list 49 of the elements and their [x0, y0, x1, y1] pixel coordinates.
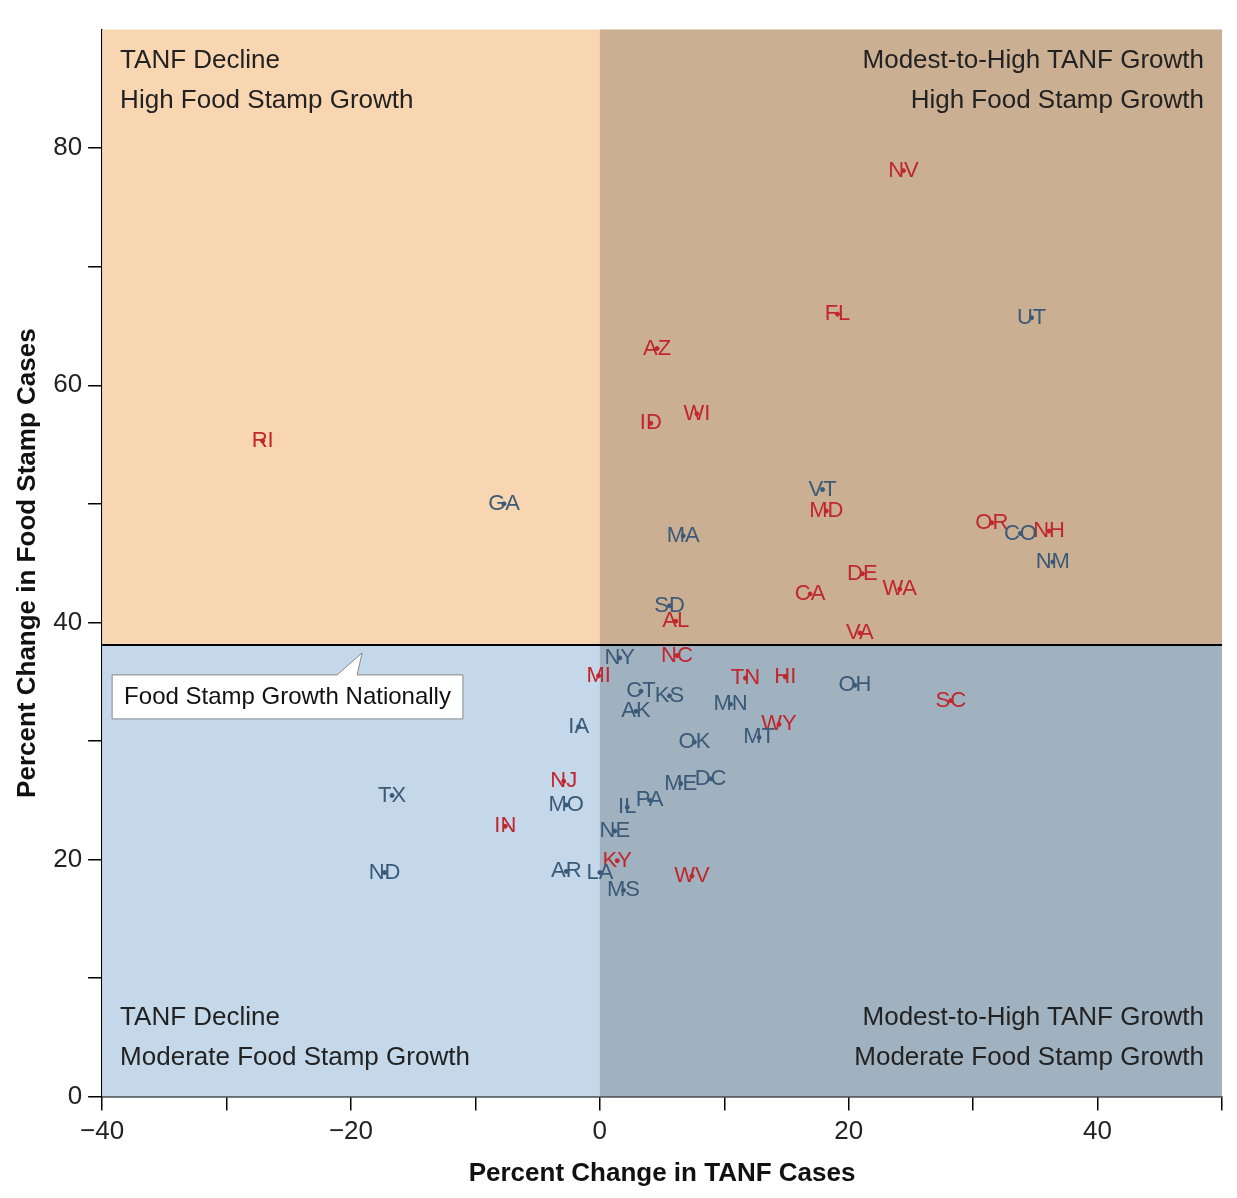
- data-label: OH: [838, 671, 872, 697]
- y-tick-label: 40: [53, 605, 83, 636]
- data-label: ND: [368, 858, 401, 884]
- data-label: VA: [846, 619, 875, 645]
- data-label: HI: [774, 662, 797, 688]
- data-label: GA: [488, 489, 521, 515]
- data-label: WV: [674, 862, 710, 888]
- data-label: NV: [888, 156, 920, 182]
- data-label: MN: [713, 690, 748, 716]
- data-label: UT: [1016, 303, 1047, 329]
- y-tick-label: 0: [67, 1079, 83, 1110]
- annotation: Modest-to-High TANF Growth Moderate Food Stamp Growth: [854, 1000, 1204, 1071]
- data-label: TX: [377, 781, 407, 807]
- data-label: ID: [639, 409, 662, 435]
- data-label: WI: [683, 399, 711, 425]
- y-tick-label: 20: [53, 842, 83, 873]
- y-tick-label: 60: [53, 368, 83, 399]
- data-label: AR: [550, 857, 582, 883]
- data-label: IN: [494, 812, 517, 838]
- annotation: Modest-to-High TANF Growth High Food Stamp Growth: [862, 43, 1204, 114]
- x-tick-label: −20: [328, 1115, 374, 1146]
- data-label: NM: [1035, 547, 1070, 573]
- y-tick-label: 80: [53, 131, 83, 162]
- data-label: KS: [654, 681, 685, 707]
- x-tick-label: 20: [834, 1115, 864, 1146]
- data-label: NE: [599, 817, 631, 843]
- data-label: TN: [730, 664, 761, 690]
- data-label: AZ: [643, 334, 672, 360]
- data-label: CA: [794, 579, 826, 605]
- data-label: FL: [824, 300, 851, 326]
- data-label: NJ: [550, 767, 578, 793]
- data-label: MO: [548, 791, 584, 817]
- data-label: PA: [635, 786, 664, 812]
- x-tick-label: −40: [80, 1115, 125, 1146]
- data-label: NC: [661, 641, 693, 667]
- data-label: RI: [251, 427, 274, 453]
- data-label: MA: [666, 521, 701, 547]
- x-axis-title: Percent Change in TANF Cases: [468, 1156, 856, 1187]
- data-label: OK: [678, 728, 711, 754]
- data-label: SC: [935, 686, 967, 712]
- data-label: ME: [664, 769, 698, 795]
- x-tick-label: 40: [1083, 1115, 1113, 1146]
- x-tick-label: 0: [592, 1115, 608, 1146]
- data-label: WA: [882, 575, 918, 601]
- data-label: DE: [847, 559, 878, 585]
- annotation: TANF Decline Moderate Food Stamp Growth: [120, 1000, 470, 1071]
- annotation: TANF Decline High Food Stamp Growth: [120, 43, 414, 114]
- ref-line-label: Food Stamp Growth Nationally: [124, 681, 451, 709]
- y-axis-title: Percent Change in Food Stamp Cases: [10, 328, 41, 798]
